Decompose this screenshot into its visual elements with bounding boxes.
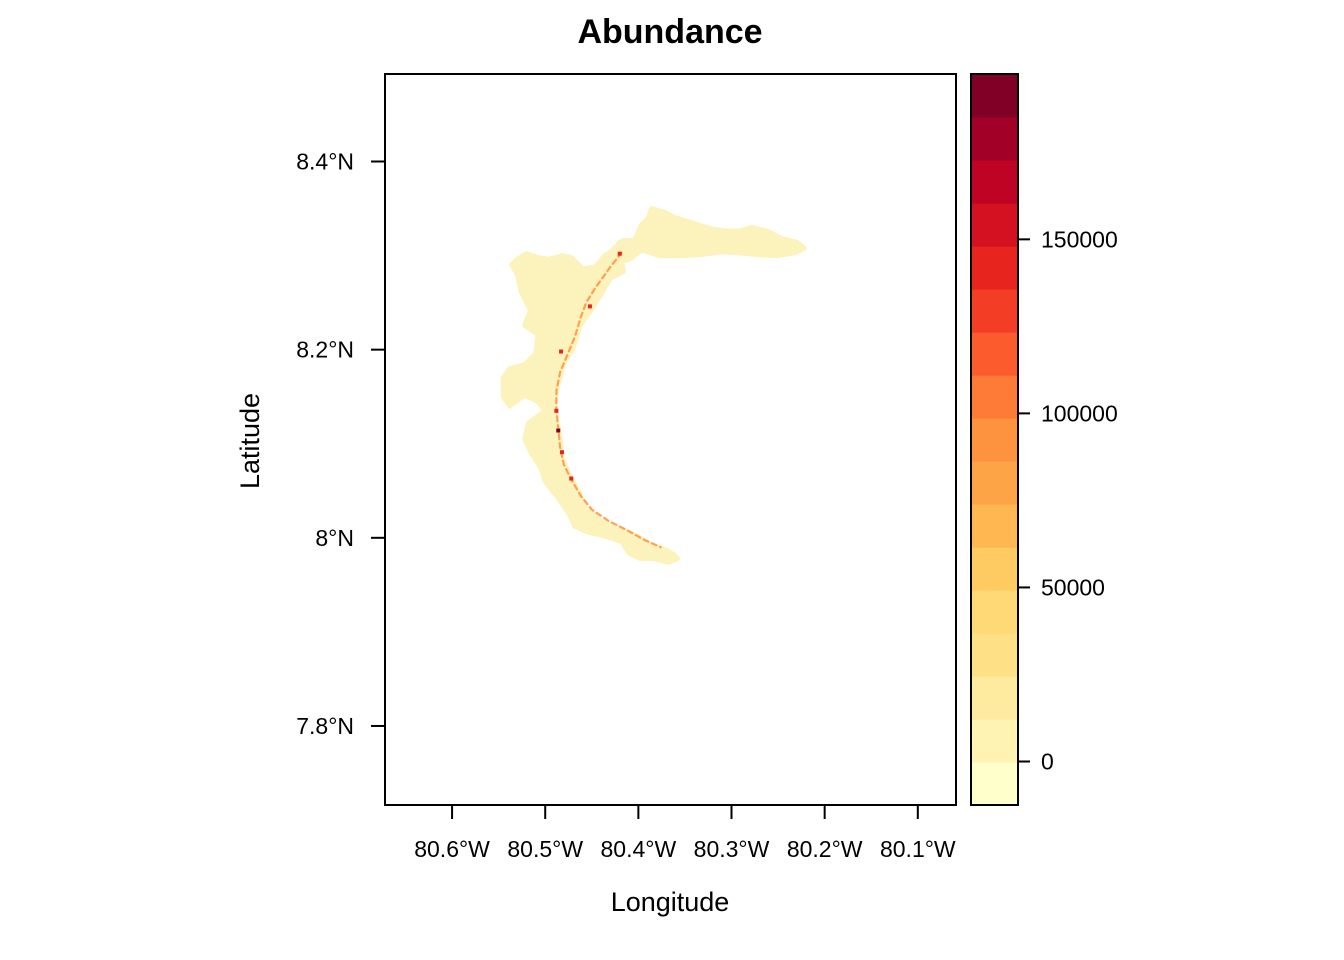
x-axis: 80.6°W 80.5°W 80.4°W 80.3°W 80.2°W 80.1°W — [414, 805, 956, 862]
region-outer — [500, 206, 807, 565]
region-hot-spots-cell — [554, 408, 559, 413]
colorbar-swatch — [971, 590, 1018, 634]
y-tick-label: 8.4°N — [296, 148, 354, 174]
region-hot-spots-cell — [559, 450, 564, 455]
region-rim — [555, 251, 662, 549]
colorbar-legend — [971, 74, 1018, 806]
colorbar-swatch — [971, 160, 1018, 204]
colorbar-tick-label: 100000 — [1041, 400, 1118, 426]
x-tick-label: 80.3°W — [694, 836, 770, 862]
colorbar-swatch — [971, 74, 1018, 118]
colorbar-swatch — [971, 719, 1018, 763]
colorbar-swatch — [971, 289, 1018, 333]
y-axis-label: Latitude — [235, 393, 265, 489]
colorbar-swatch — [971, 676, 1018, 720]
x-tick-label: 80.2°W — [787, 836, 863, 862]
colorbar-frame — [970, 73, 1019, 806]
region-hot-spots-cell — [587, 304, 592, 309]
colorbar-swatch — [971, 117, 1018, 161]
colorbar-swatch — [971, 547, 1018, 591]
region-hot-spots-cell — [617, 251, 622, 256]
x-tick-label: 80.6°W — [414, 836, 490, 862]
colorbar-swatch — [971, 375, 1018, 419]
y-tick-label: 8°N — [315, 525, 354, 551]
plot-background — [385, 74, 956, 805]
x-tick-label: 80.5°W — [507, 836, 583, 862]
colorbar-axis: 0 50000 100000 150000 — [1018, 226, 1118, 774]
map-raster — [500, 206, 807, 565]
x-axis-label: Longitude — [611, 887, 730, 917]
x-tick-label: 80.1°W — [880, 836, 956, 862]
chart-title: Abundance — [577, 13, 762, 51]
colorbar-swatch — [971, 633, 1018, 677]
region-hot-spots-cell — [569, 476, 574, 481]
colorbar-swatch — [971, 418, 1018, 462]
y-tick-label: 7.8°N — [296, 713, 354, 739]
colorbar-swatch — [971, 203, 1018, 247]
colorbar-swatch — [971, 332, 1018, 376]
colorbar-swatch — [971, 504, 1018, 548]
y-axis: 7.8°N 8°N 8.2°N 8.4°N — [296, 148, 385, 739]
colorbar-tick-label: 0 — [1041, 748, 1054, 774]
colorbar-swatch — [971, 461, 1018, 505]
x-tick-label: 80.4°W — [601, 836, 677, 862]
region-hot-spots-cell — [559, 349, 564, 354]
colorbar-swatch — [971, 762, 1018, 806]
colorbar-swatch — [971, 246, 1018, 290]
plot-frame — [384, 73, 957, 806]
colorbar-tick-label: 150000 — [1041, 226, 1118, 252]
region-peak-cell — [556, 428, 561, 433]
y-tick-label: 8.2°N — [296, 337, 354, 363]
colorbar-tick-label: 50000 — [1041, 574, 1105, 600]
